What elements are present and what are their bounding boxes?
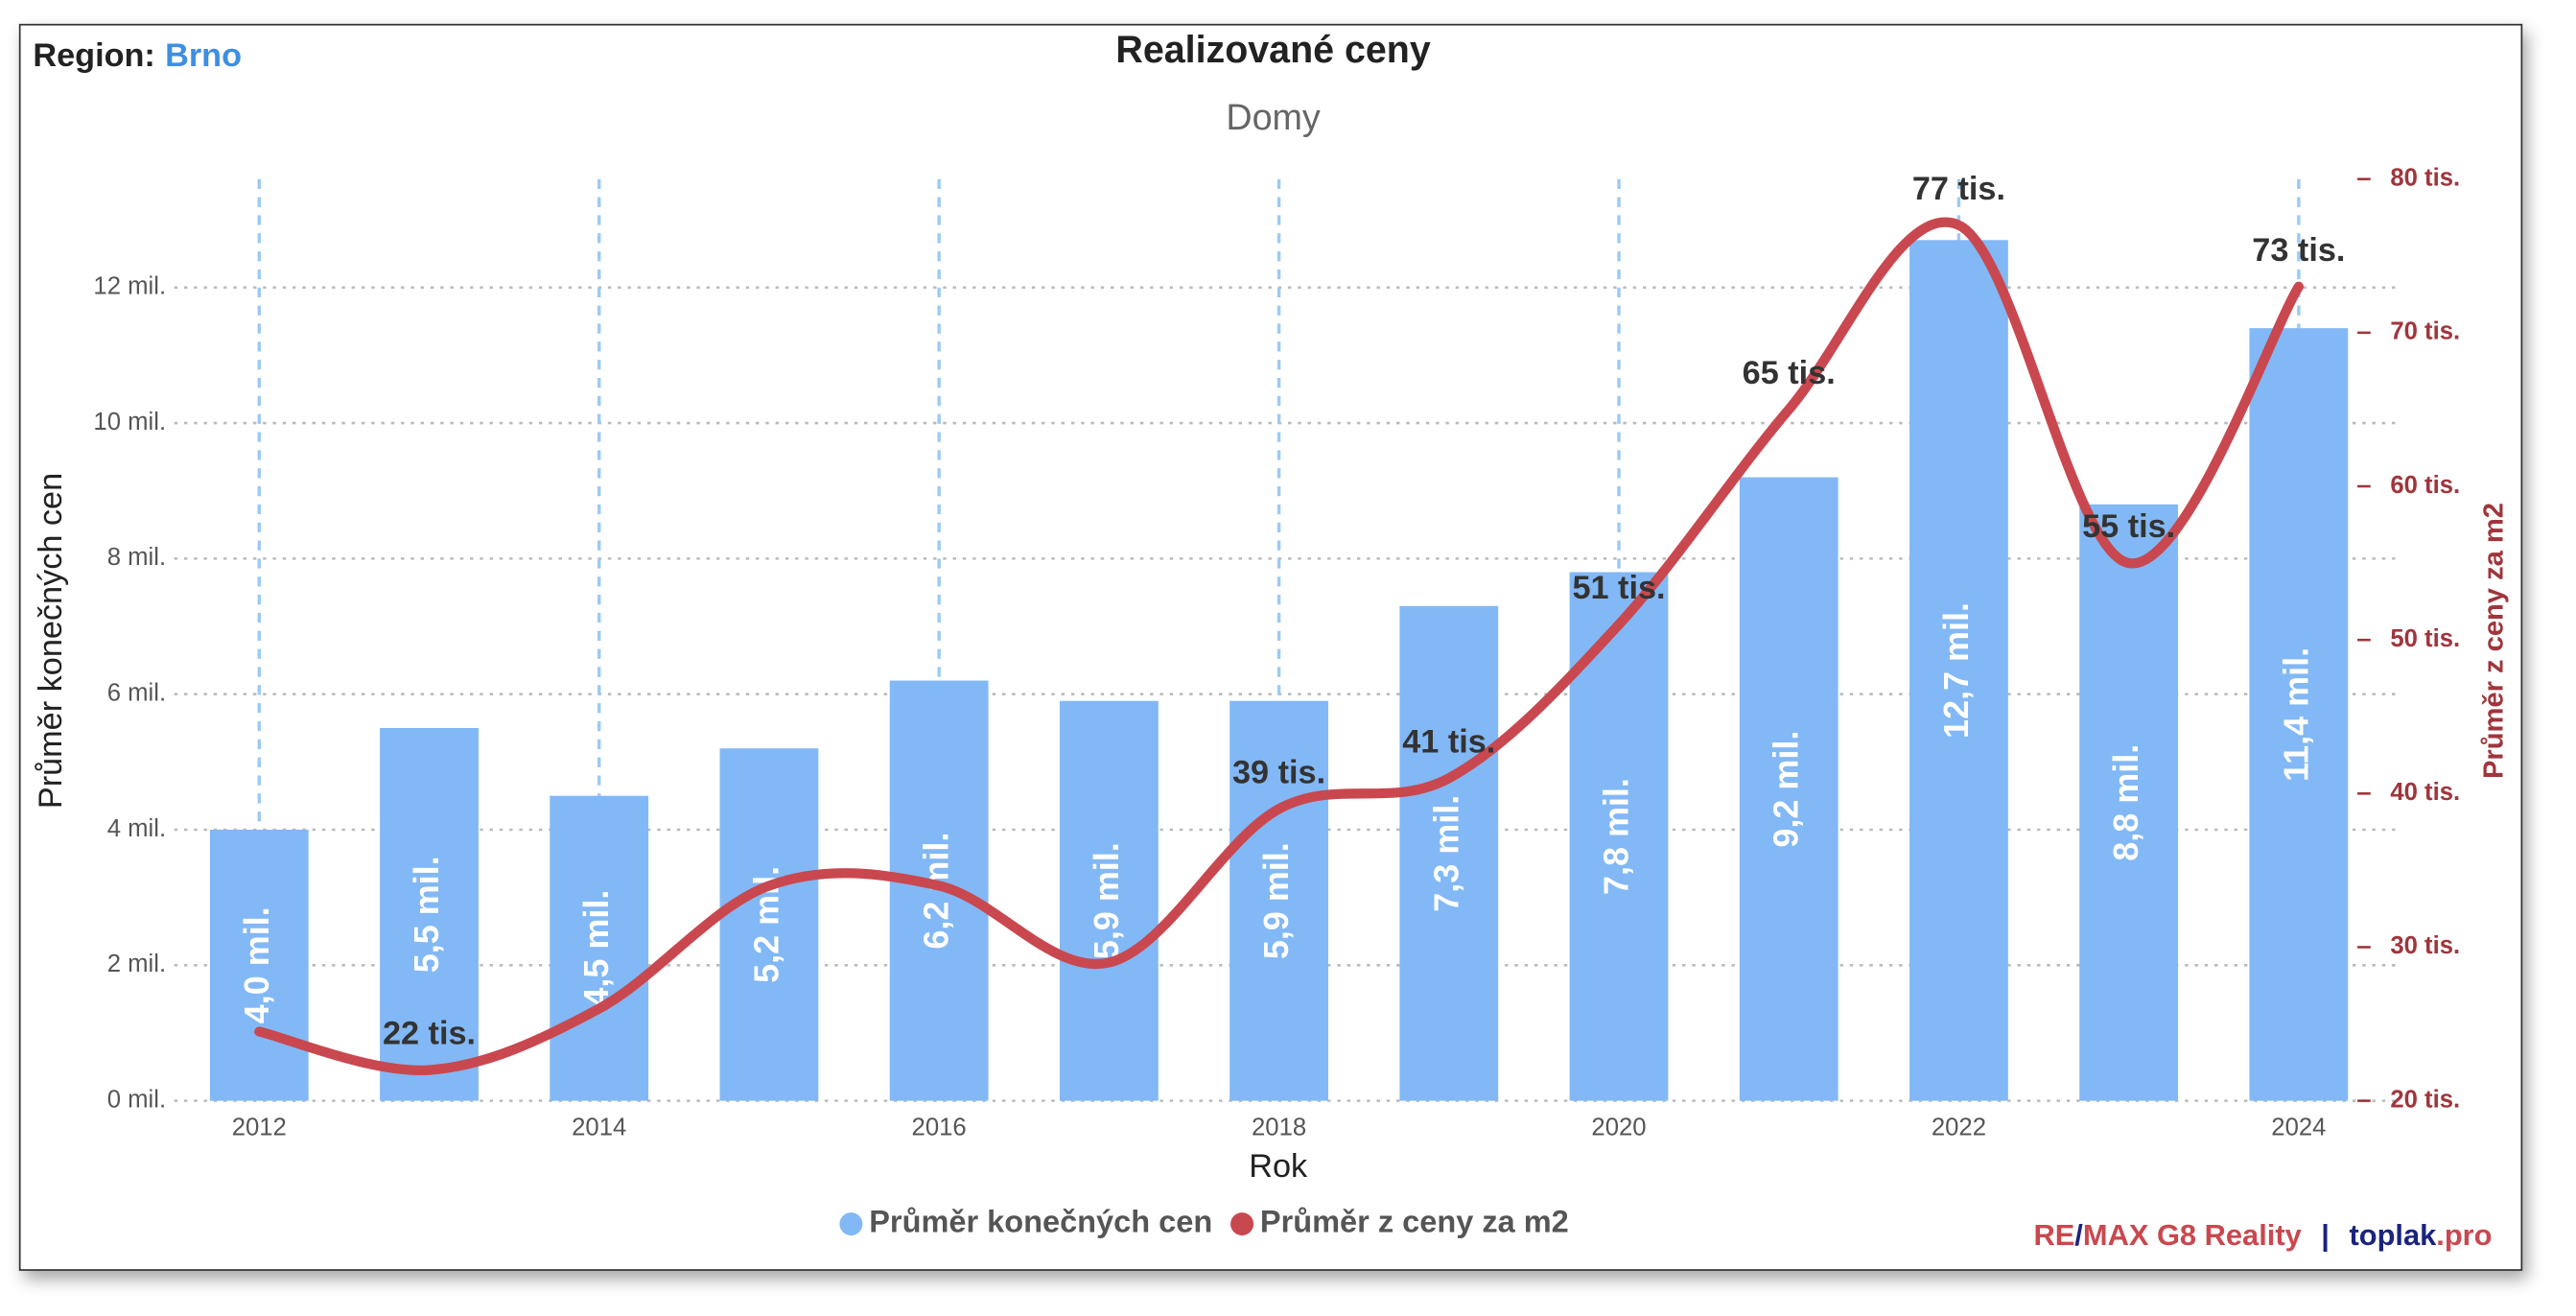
bar-value-label: 9,2 mil. (1767, 731, 1806, 848)
bar-value-label: 5,9 mil. (1256, 842, 1296, 959)
y2-tick-label: 30 tis. (2390, 932, 2460, 959)
line-value-label: 73 tis. (2252, 232, 2345, 269)
bar (1059, 700, 1159, 1101)
bar-value-label: 7,3 mil. (1426, 795, 1465, 912)
legend: Průměr konečných cen Průměr z ceny za m2 (839, 1205, 1569, 1239)
y-tick-label: 6 mil. (107, 679, 166, 706)
bar-value-label: 11,4 mil. (2276, 647, 2315, 782)
region-label: Region: (33, 37, 154, 74)
line-value-label: 41 tis. (1402, 723, 1495, 760)
y-tick-label: 12 mil. (93, 273, 166, 300)
y2-axis-title: Průměr z ceny za m2 (2479, 503, 2510, 779)
y-axis-title: Průměr konečných cen (33, 473, 69, 809)
legend-label: Průměr z ceny za m2 (1260, 1205, 1569, 1239)
line-value-label: 65 tis. (1743, 355, 1836, 391)
x-axis-title: Rok (1249, 1148, 1308, 1185)
legend-label: Průměr konečných cen (869, 1205, 1212, 1239)
chart-title: Realizované ceny (1115, 29, 1430, 71)
bar (550, 795, 649, 1101)
bar-value-label: 4,5 mil. (576, 890, 616, 1007)
bar-value-label: 5,5 mil. (407, 856, 446, 973)
bar (1229, 700, 1328, 1101)
branding: RE/MAX G8 Reality | toplak.pro (2033, 1218, 2492, 1252)
line-value-label: 39 tis. (1232, 754, 1325, 790)
y2-tick-label: 20 tis. (2390, 1086, 2460, 1113)
brand-part: MAX G8 Reality (2083, 1218, 2302, 1252)
region: Region: Brno (33, 37, 242, 74)
line-value-label: 22 tis. (383, 1016, 476, 1052)
brand-part: / (2074, 1218, 2083, 1252)
y2-tick-label: 50 tis. (2390, 625, 2460, 652)
bar (2079, 504, 2179, 1101)
bar (380, 728, 479, 1101)
x-tick-label: 2022 (1932, 1115, 1986, 1141)
x-tick-label: 2024 (2271, 1115, 2326, 1141)
y-tick-label: 8 mil. (107, 544, 166, 571)
bar-value-label: 12,7 mil. (1936, 602, 1976, 739)
bar (2249, 328, 2349, 1101)
brand-part: .pro (2436, 1218, 2492, 1252)
y-tick-label: 4 mil. (107, 815, 166, 842)
brand-part: RE (2033, 1218, 2074, 1252)
x-tick-label: 2020 (1591, 1115, 1646, 1141)
brand-part: toplak (2349, 1218, 2437, 1252)
x-tick-label: 2012 (232, 1115, 287, 1141)
y-tick-label: 0 mil. (107, 1086, 166, 1113)
line (254, 217, 2305, 1075)
x-tick-label: 2018 (1252, 1115, 1306, 1141)
y2-tick-label: 60 tis. (2390, 472, 2460, 499)
brand-part: | (2321, 1218, 2330, 1252)
y2-tick-label: 80 tis. (2390, 164, 2460, 191)
bar (1399, 605, 1499, 1101)
x-tick-label: 2016 (912, 1115, 967, 1141)
line-value-label: 51 tis. (1572, 570, 1665, 606)
bar (719, 748, 819, 1101)
region-value: Brno (165, 37, 242, 74)
line-value-label: 55 tis. (2082, 508, 2175, 545)
bar (1909, 240, 2008, 1101)
y-tick-label: 2 mil. (107, 951, 166, 977)
y2-tick-label: 40 tis. (2390, 779, 2460, 806)
line-value-label: 77 tis. (1912, 171, 2005, 207)
y-tick-label: 10 mil. (93, 409, 166, 435)
legend-marker (1230, 1212, 1254, 1236)
bar-value-label: 4,0 mil. (237, 906, 276, 1023)
legend-marker (839, 1212, 863, 1236)
bar-value-label: 8,8 mil. (2106, 744, 2145, 861)
bar (1739, 477, 1838, 1101)
y2-tick-label: 70 tis. (2390, 318, 2460, 345)
bar (209, 829, 309, 1101)
bar-value-label: 7,8 mil. (1597, 778, 1636, 895)
bar-value-label: 5,9 mil. (1087, 842, 1126, 959)
chart-subtitle: Domy (1226, 97, 1321, 137)
x-tick-label: 2014 (572, 1115, 626, 1141)
